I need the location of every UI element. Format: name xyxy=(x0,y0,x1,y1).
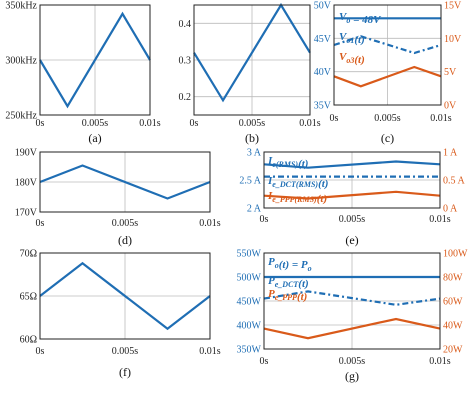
x-tick-label: 0.005s xyxy=(112,346,139,357)
legend-entry: Ie_DCT(RMS)(t) xyxy=(267,175,328,190)
panel-a: 250kHz 300kHz 350kHz 0s 0.005s 0.01s (a) xyxy=(5,1,160,146)
panel-d: 170V 180V 190V 0s 0.005s 0.01s (d) xyxy=(15,148,221,248)
y-right-tick-label: 1 A xyxy=(443,148,458,159)
y-tick-label: 350W xyxy=(237,345,262,356)
series-line-e-3 xyxy=(263,190,441,200)
y-tick-label: 50V xyxy=(314,1,332,12)
x-tick-label: 0s xyxy=(330,113,339,124)
x-tick-label: 0.005s xyxy=(82,118,109,129)
panel-caption: (f) xyxy=(119,365,131,379)
y-tick-label: 70Ω xyxy=(20,249,37,260)
panel-b: 0.2 0.3 0.4 0s 0.005s 0.01s (b) xyxy=(179,2,321,145)
panel-caption: (b) xyxy=(245,131,259,145)
x-tick-label: 0.005s xyxy=(112,218,139,229)
x-tick-label: 0.005s xyxy=(374,113,401,124)
plot-frame xyxy=(39,4,151,116)
series-line-f-1 xyxy=(39,261,211,331)
legend-entry: Po(t) = Po xyxy=(268,256,312,273)
x-tick-label: 0s xyxy=(36,118,45,129)
x-tick-label: 0.01s xyxy=(299,118,321,129)
y-tick-label: 170V xyxy=(15,208,38,219)
x-tick-label: 0s xyxy=(36,218,45,229)
y-right-tick-label: 0V xyxy=(444,101,457,112)
y-tick-label: 3 A xyxy=(247,148,262,159)
y-tick-label: 60Ω xyxy=(20,335,37,346)
y-tick-label: 400W xyxy=(237,321,262,332)
series-line-e-1 xyxy=(263,160,441,169)
y-tick-label: 500W xyxy=(237,273,262,284)
y-tick-label: 45V xyxy=(314,34,332,45)
plot-frame xyxy=(263,252,441,350)
x-tick-label: 0s xyxy=(36,346,45,357)
plot-frame xyxy=(263,151,441,209)
series-line-c-2 xyxy=(333,35,442,55)
y-tick-label: 250kHz xyxy=(5,111,37,122)
plot-frame xyxy=(39,252,211,340)
x-tick-label: 0.01s xyxy=(429,356,451,367)
y-tick-label: 35V xyxy=(314,101,332,112)
y-tick-label: 180V xyxy=(15,178,38,189)
legend-entry: Ie_PPP(RMS)(t) xyxy=(267,190,327,205)
y-tick-label: 350kHz xyxy=(5,1,37,12)
series-line-g-3 xyxy=(263,317,441,340)
x-tick-label: 0.01s xyxy=(139,118,161,129)
x-tick-label: 0.01s xyxy=(199,218,221,229)
x-tick-label: 0.005s xyxy=(339,214,366,225)
y-tick-label: 550W xyxy=(237,249,262,260)
y-right-tick-label: 60W xyxy=(443,297,463,308)
y-tick-label: 300kHz xyxy=(5,56,37,67)
panel-f: 60Ω 65Ω 70Ω 0s 0.005s 0.01s (f) xyxy=(20,249,221,380)
y-right-tick-label: 0.5 A xyxy=(443,176,465,187)
y-tick-label: 65Ω xyxy=(20,292,37,303)
y-right-tick-label: 15V xyxy=(444,1,462,12)
y-right-tick-label: 5V xyxy=(444,67,457,78)
y-tick-label: 40V xyxy=(314,67,332,78)
x-tick-label: 0s xyxy=(190,118,199,129)
x-tick-label: 0s xyxy=(260,356,269,367)
panel-caption: (c) xyxy=(381,131,394,145)
y-tick-label: 2.5 A xyxy=(239,176,261,187)
x-tick-label: 0.01s xyxy=(430,113,452,124)
panel-c: 35V 40V 45V 50V 0V 5V 10V 15V 0s 0.005s 0.01s (c) Vo… xyxy=(314,1,462,146)
plot-frame xyxy=(193,4,311,116)
series-line-g-2 xyxy=(263,290,441,306)
x-tick-label: 0.005s xyxy=(339,356,366,367)
y-tick-label: 450W xyxy=(237,297,262,308)
x-tick-label: 0.005s xyxy=(239,118,266,129)
y-tick-label: 190V xyxy=(15,148,38,159)
legend-entry: Vo1(t) xyxy=(339,31,365,46)
legend-entry: Pe_PPP(t) xyxy=(268,288,307,303)
plot-frame xyxy=(39,151,211,213)
y-right-tick-label: 0 A xyxy=(443,204,458,215)
legend-entry: Pe_DCT(t) xyxy=(268,275,309,290)
y-tick-label: 0.4 xyxy=(179,19,192,30)
series-line-c-3 xyxy=(333,65,442,88)
y-tick-label: 0.2 xyxy=(179,92,192,103)
y-right-tick-label: 100W xyxy=(443,249,468,260)
plot-frame xyxy=(333,4,442,106)
panel-caption: (a) xyxy=(88,131,101,145)
x-tick-label: 0.01s xyxy=(429,214,451,225)
panel-g: 350W 400W 450W 500W 550W 20W 40W 60W 80W 100W 0s 0.… xyxy=(237,249,468,384)
legend-entry: Vo = 48V xyxy=(339,11,382,26)
legend-entry: Vo3(t) xyxy=(339,51,365,66)
y-tick-label: 2 A xyxy=(247,204,262,215)
panel-caption: (d) xyxy=(118,233,132,247)
series-line-d-1 xyxy=(39,164,211,200)
series-line-a-1 xyxy=(39,11,151,109)
panel-e: 2 A 2.5 A 3 A 0 A 0.5 A 1 A 0s 0.005s 0.01s (e) Ie… xyxy=(239,148,465,248)
y-tick-label: 0.3 xyxy=(179,56,192,67)
y-right-tick-label: 80W xyxy=(443,273,463,284)
y-right-tick-label: 20W xyxy=(443,345,463,356)
legend-entry: Ie(RMS)(t) xyxy=(267,155,308,170)
x-tick-label: 0s xyxy=(260,214,269,225)
y-right-tick-label: 40W xyxy=(443,321,463,332)
y-right-tick-label: 10V xyxy=(444,34,462,45)
panel-caption: (e) xyxy=(345,233,358,247)
panel-caption: (g) xyxy=(345,369,359,383)
series-line-b-1 xyxy=(193,2,311,103)
x-tick-label: 0.01s xyxy=(199,346,221,357)
